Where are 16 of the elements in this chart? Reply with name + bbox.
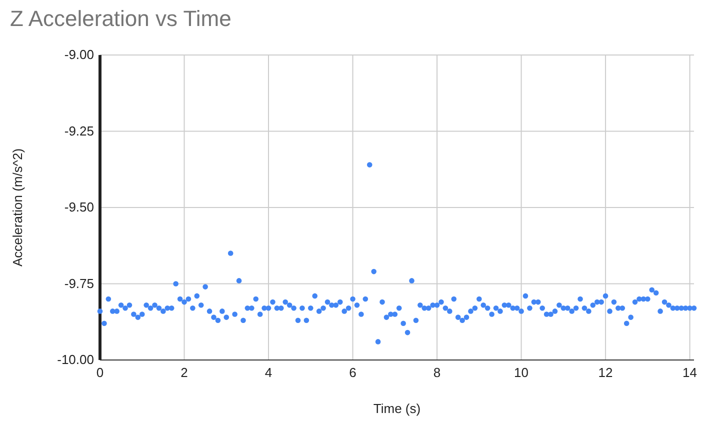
x-tick-label: 0 xyxy=(96,365,104,380)
y-tick-label: -10.00 xyxy=(57,352,94,368)
y-axis-title: Acceleration (m/s^2) xyxy=(10,148,25,267)
y-tick-label: -9.50 xyxy=(64,200,94,215)
x-tick-label: 6 xyxy=(349,365,356,380)
y-tick-label: -9.00 xyxy=(64,47,94,62)
x-tick-label: 2 xyxy=(180,365,188,380)
x-tick-label: 8 xyxy=(433,365,441,380)
y-tick-label: -9.75 xyxy=(64,276,94,291)
x-tick-label: 10 xyxy=(514,365,529,380)
x-axis-title: Time (s) xyxy=(373,401,421,416)
chart-title: Z Acceleration vs Time xyxy=(10,6,232,31)
x-tick-label: 12 xyxy=(598,365,613,380)
x-tick-label: 14 xyxy=(682,365,698,380)
x-tick-label: 4 xyxy=(264,365,272,380)
y-tick-label: -9.25 xyxy=(64,123,94,138)
